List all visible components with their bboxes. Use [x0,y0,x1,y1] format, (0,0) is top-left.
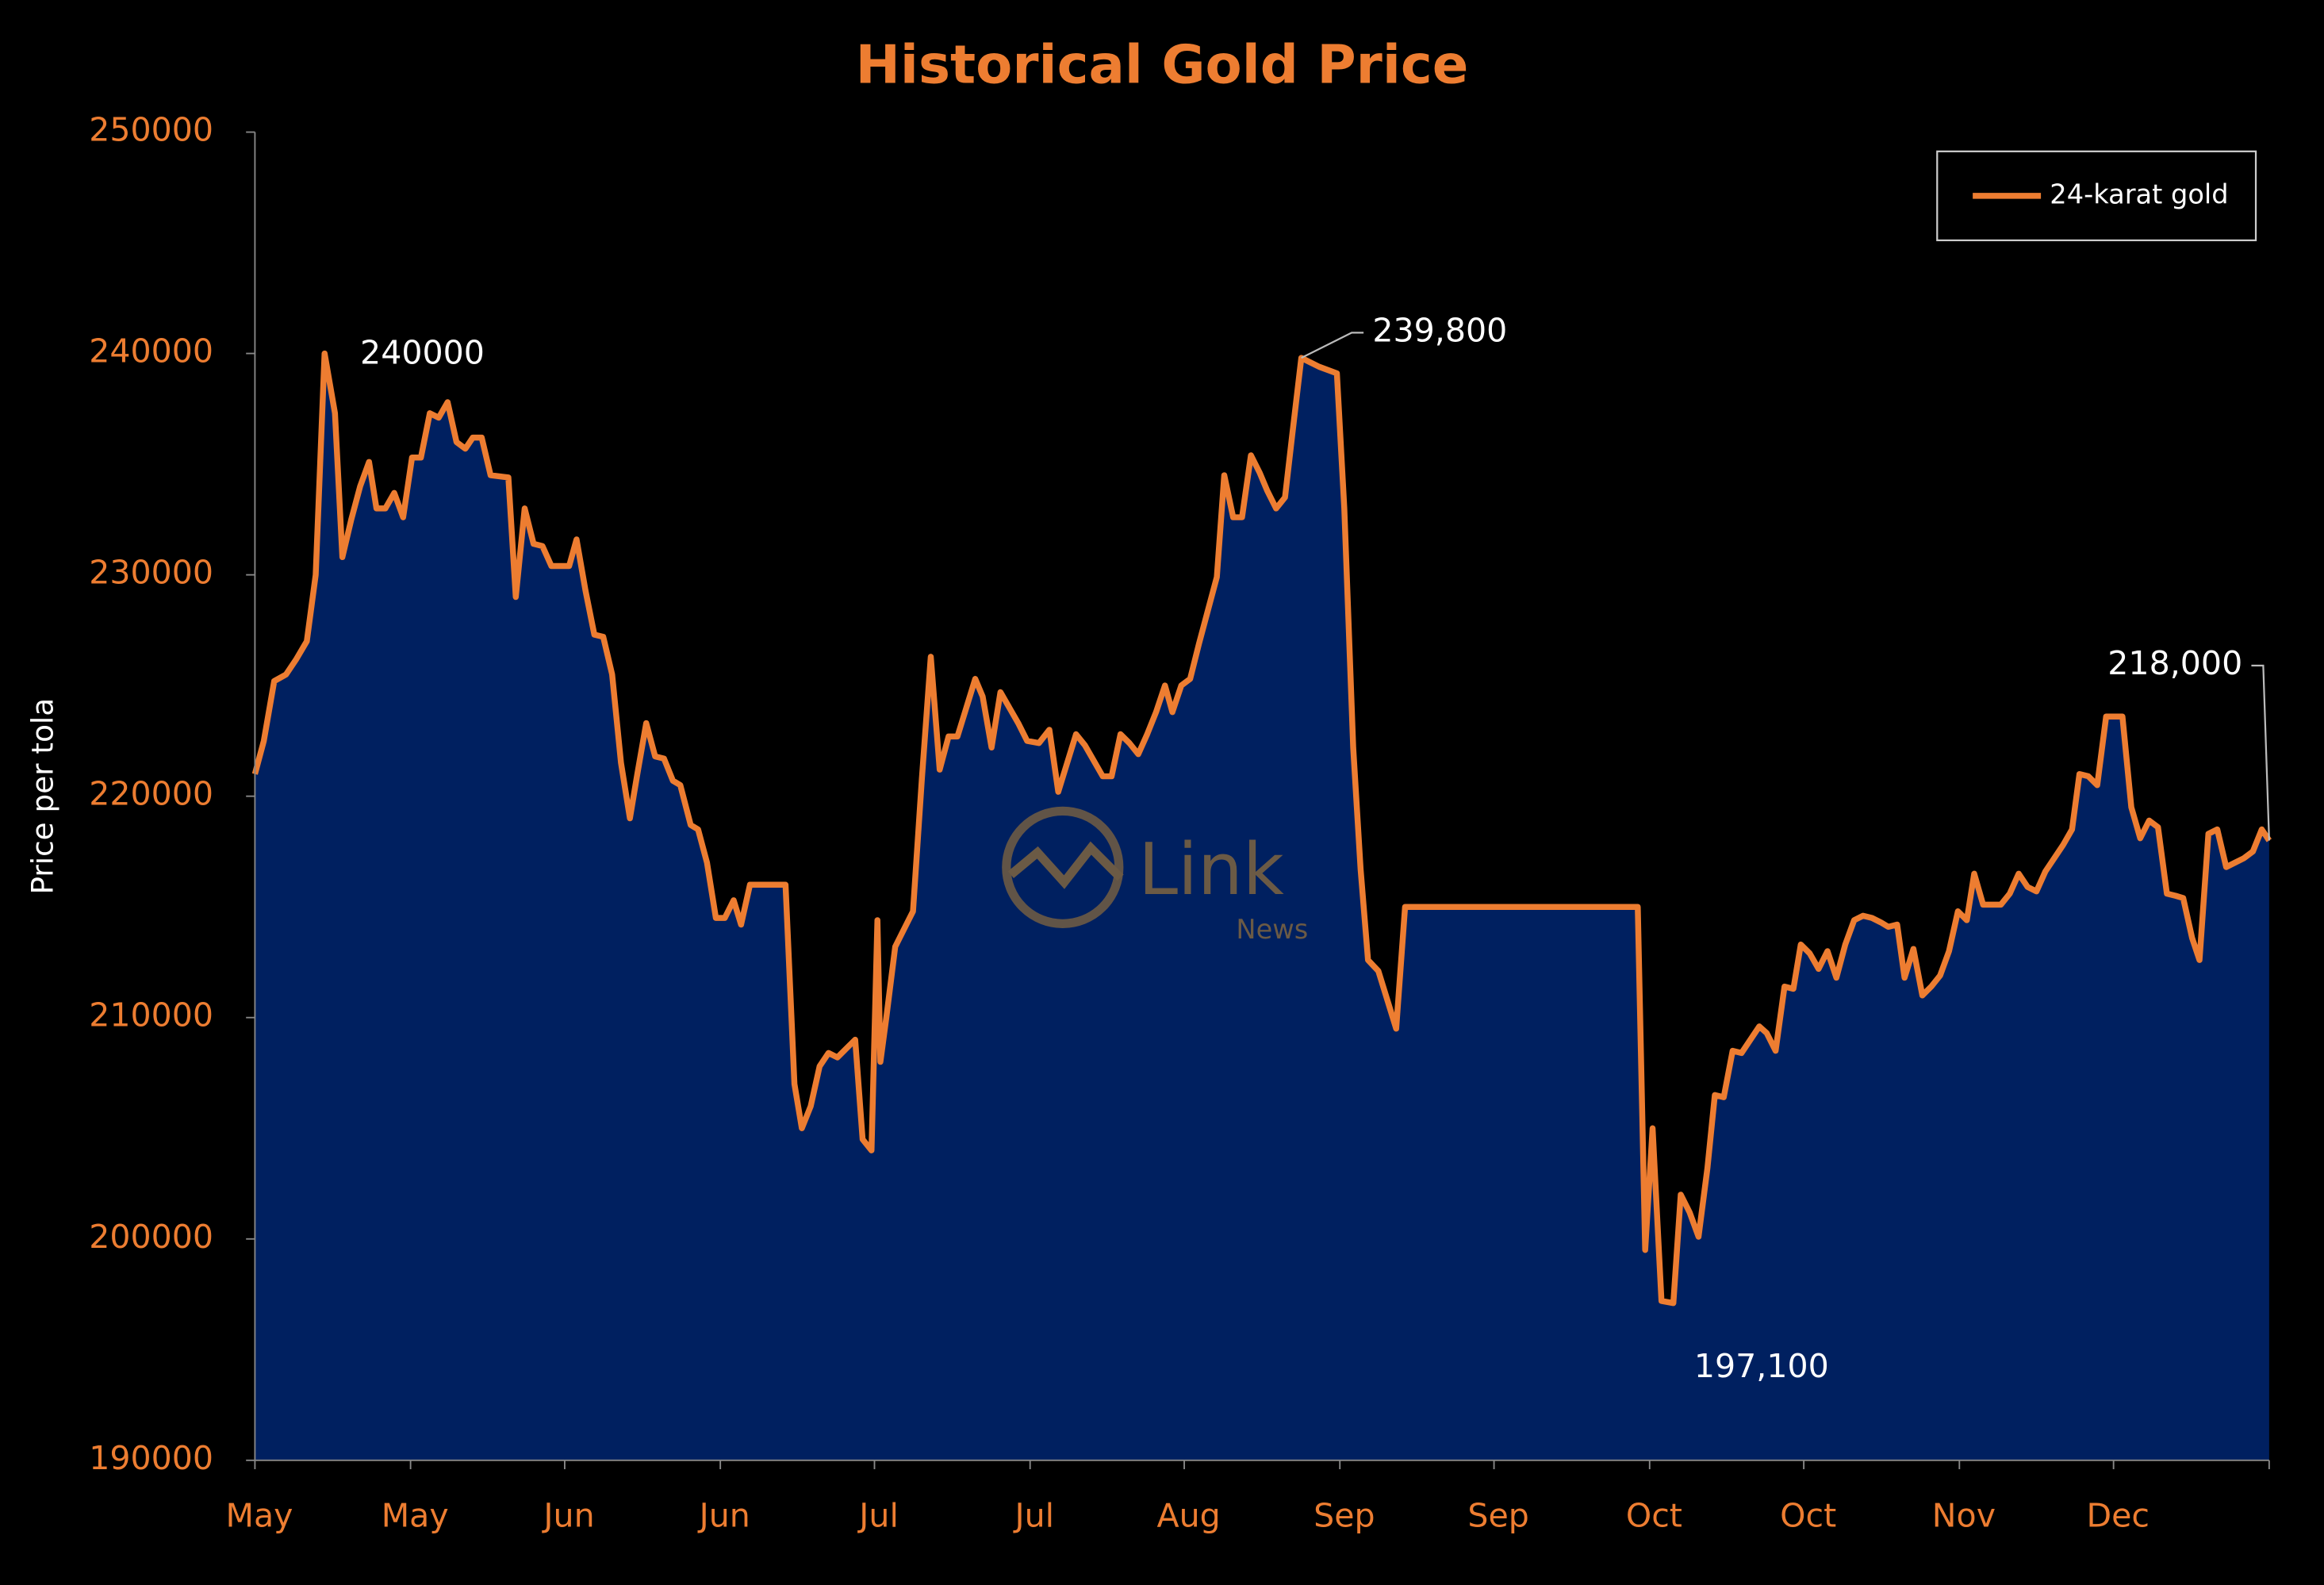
x-tick-label: Jun [541,1497,594,1535]
y-tick-label: 250000 [89,111,213,149]
watermark-subtitle: News [1236,914,1308,945]
y-tick-label: 230000 [89,554,213,592]
y-tick-label: 220000 [89,775,213,813]
y-tick-label: 200000 [89,1218,213,1256]
watermark-title: Link [1138,829,1284,911]
y-tick-label: 190000 [89,1439,213,1477]
x-tick-label: May [382,1497,449,1535]
annotation: 240000 [360,333,485,371]
chart-title: Historical Gold Price [856,34,1469,96]
annotation-leader [2251,664,2270,841]
x-tick-label: Oct [1626,1497,1682,1535]
x-tick-label: Jun [697,1497,750,1535]
annotation: 197,100 [1694,1347,1829,1385]
y-axis-label: Price per tola [25,698,60,895]
x-tick-label: Aug [1157,1497,1221,1535]
annotation-leader [1301,332,1364,359]
y-tick-label: 240000 [89,332,213,370]
legend-label: 24-karat gold [2050,178,2228,209]
x-tick-label: May [226,1497,293,1535]
annotation: 218,000 [2107,644,2242,682]
watermark-logo [1007,841,1124,889]
x-tick-label: Jul [857,1497,899,1535]
area [255,353,2269,1460]
x-tick-label: Sep [1467,1497,1528,1535]
annotation: 239,800 [1372,311,1507,349]
line [251,350,2272,1307]
x-tick-label: Dec [2086,1497,2150,1535]
watermark-logo [1002,806,1124,928]
y-tick-label: 210000 [89,996,213,1034]
x-tick-label: Sep [1313,1497,1375,1535]
x-tick-label: Jul [1013,1497,1055,1535]
x-tick-label: Nov [1932,1497,1996,1535]
x-tick-label: Oct [1780,1497,1836,1535]
